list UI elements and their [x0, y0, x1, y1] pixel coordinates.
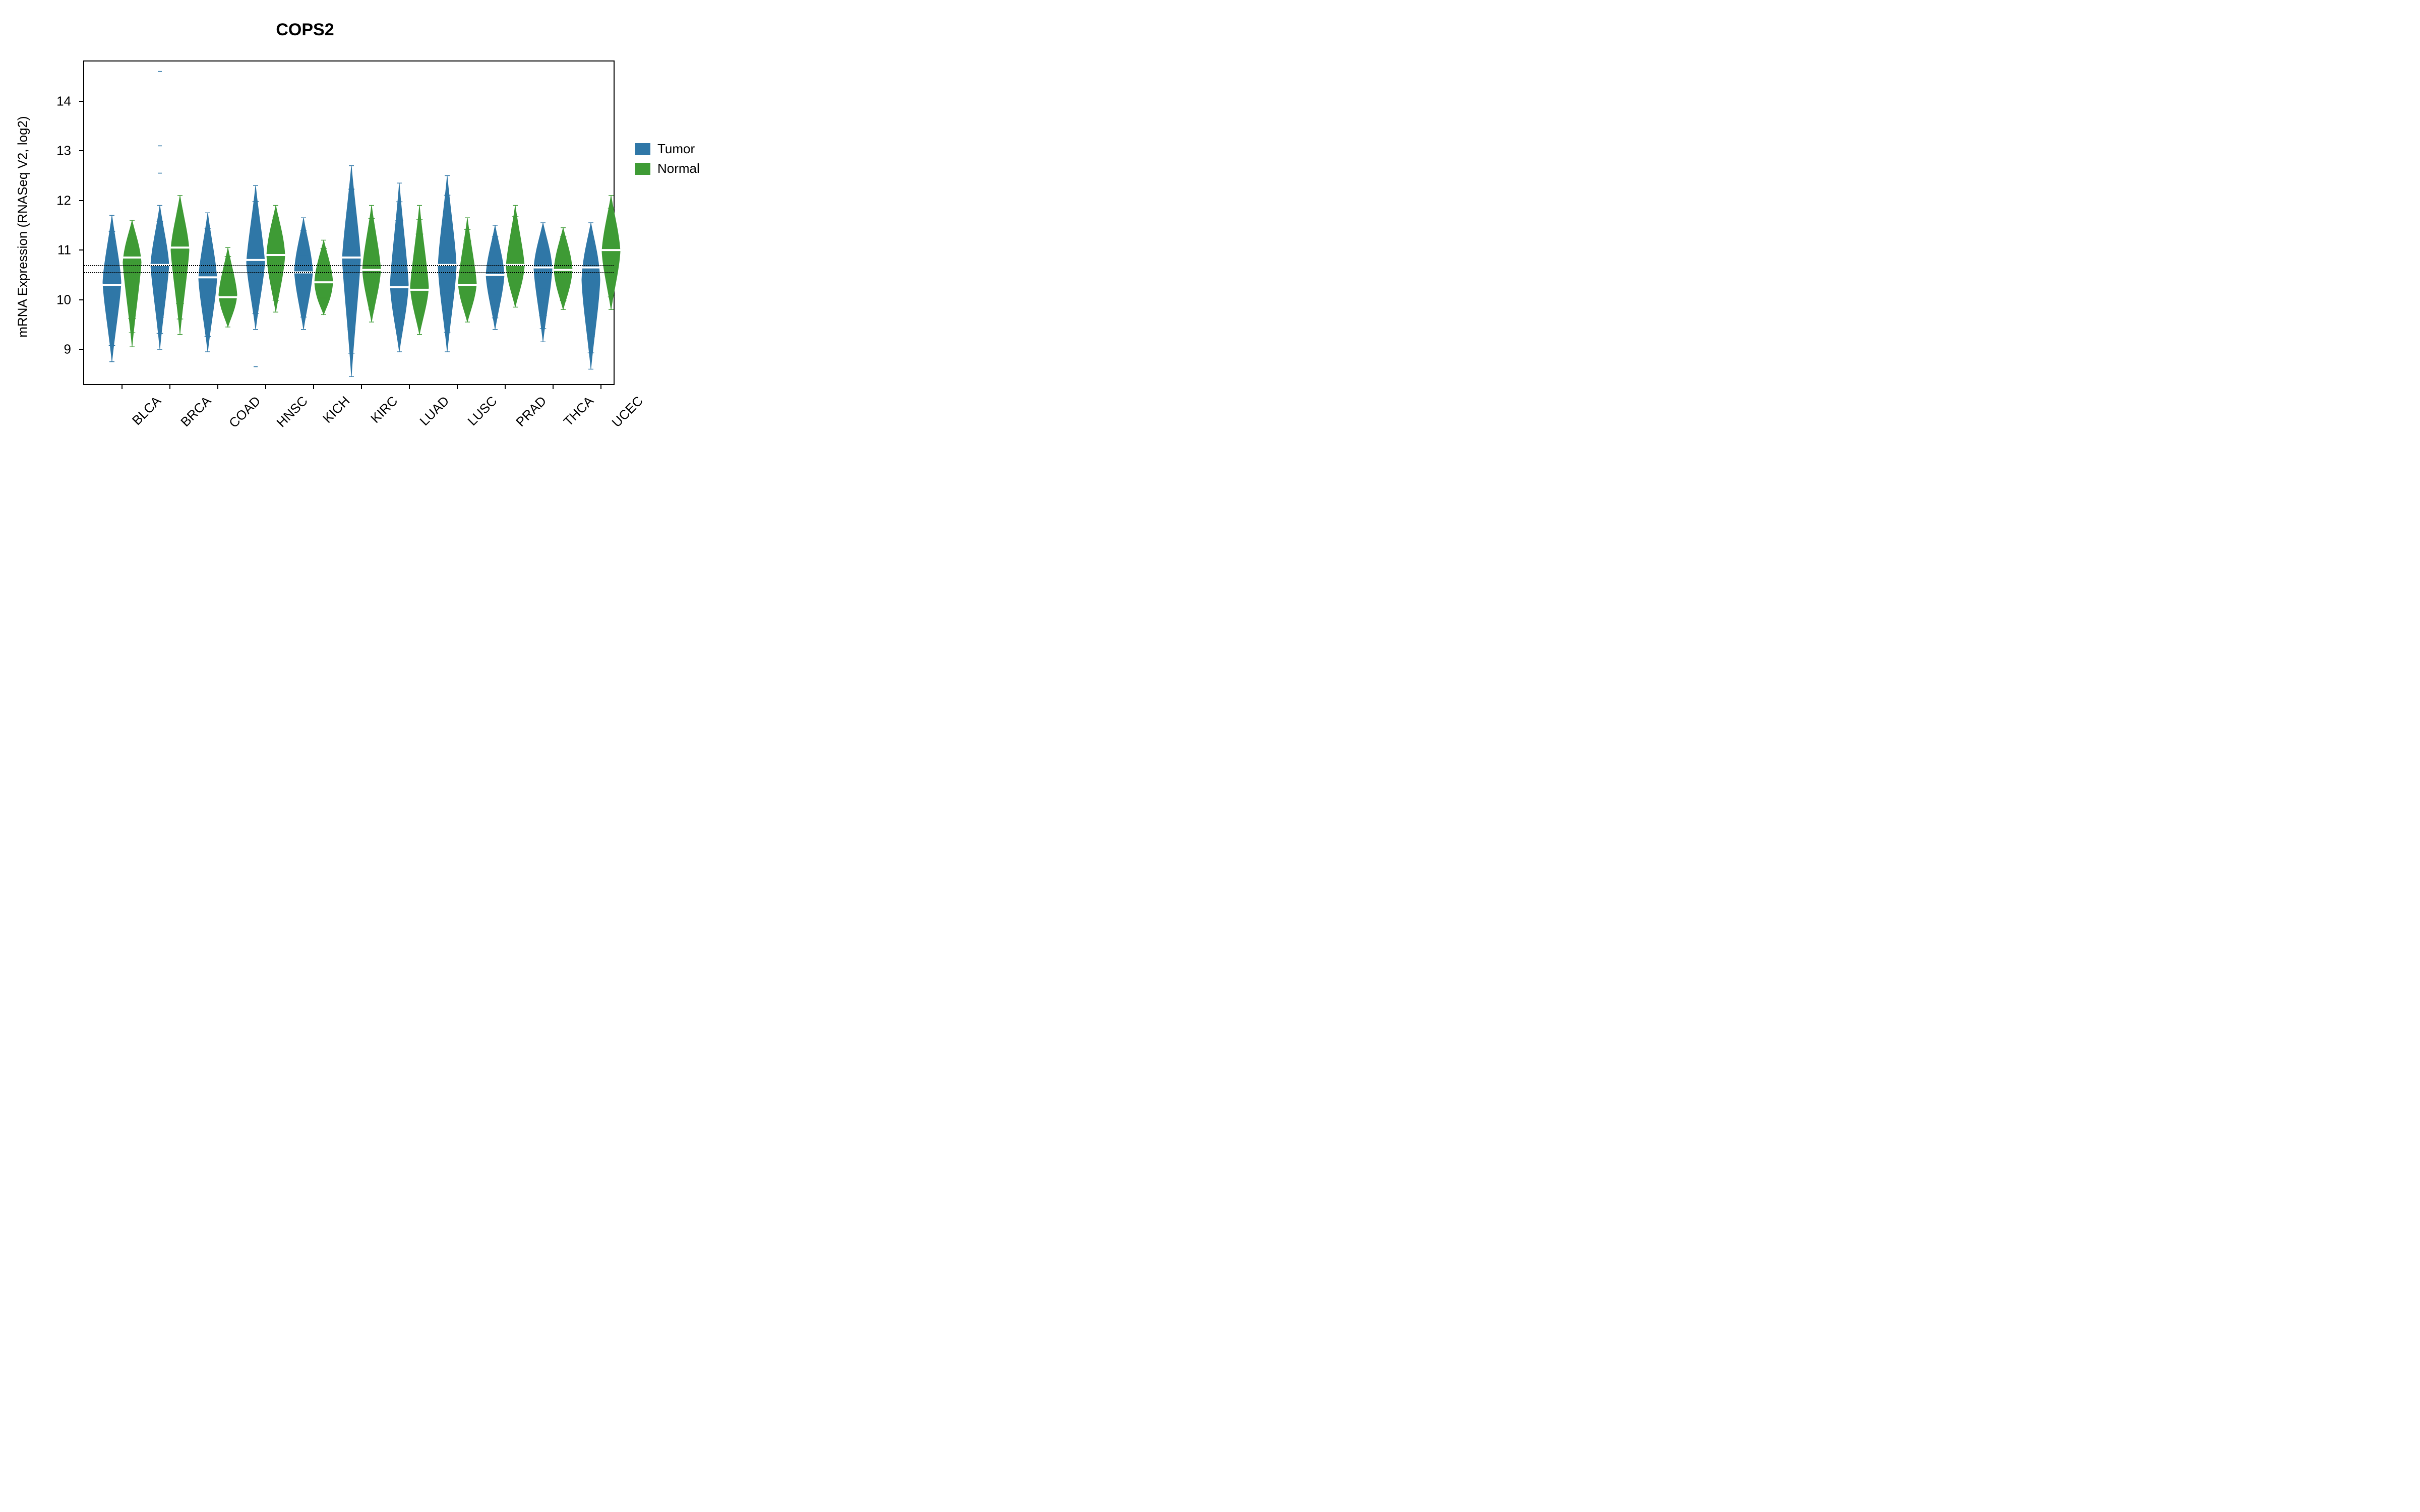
x-tick-label: THCA	[561, 393, 597, 429]
x-tick-label: KIRC	[368, 393, 401, 426]
reference-line	[84, 265, 614, 266]
y-tick-label: 9	[64, 342, 71, 357]
y-tick-label: 14	[56, 93, 71, 109]
y-tick-label: 10	[56, 292, 71, 307]
plot-area: 91011121314BLCABRCACOADHNSCKICHKIRCLUADL…	[83, 60, 615, 385]
legend-swatch-normal	[635, 163, 650, 175]
legend: Tumor Normal	[635, 141, 700, 180]
y-tick-label: 12	[56, 193, 71, 208]
y-tick	[79, 101, 84, 102]
y-tick	[79, 349, 84, 350]
x-tick	[122, 384, 123, 389]
x-tick	[361, 384, 362, 389]
x-tick	[169, 384, 170, 389]
x-tick-label: BLCA	[129, 393, 164, 428]
x-tick-label: LUAD	[416, 393, 452, 429]
x-tick	[313, 384, 314, 389]
x-tick	[600, 384, 601, 389]
reference-line	[84, 272, 614, 273]
legend-swatch-tumor	[635, 143, 650, 155]
x-tick	[265, 384, 266, 389]
y-tick	[79, 200, 84, 201]
x-tick	[217, 384, 218, 389]
chart-title: COPS2	[0, 20, 610, 40]
y-axis-label: mRNA Expression (RNASeq V2, log2)	[15, 116, 31, 337]
y-tick	[79, 299, 84, 300]
chart-container: COPS2 mRNA Expression (RNASeq V2, log2) …	[0, 0, 756, 479]
x-tick-label: UCEC	[609, 393, 646, 430]
violins-svg	[84, 61, 614, 384]
x-tick-label: PRAD	[513, 393, 550, 430]
y-tick	[79, 249, 84, 250]
legend-label-tumor: Tumor	[657, 141, 695, 157]
y-tick-label: 13	[56, 143, 71, 159]
x-tick	[409, 384, 410, 389]
x-tick	[457, 384, 458, 389]
x-tick	[553, 384, 554, 389]
legend-item-normal: Normal	[635, 161, 700, 176]
x-tick-label: KICH	[320, 393, 353, 426]
x-tick-label: BRCA	[177, 393, 214, 430]
legend-label-normal: Normal	[657, 161, 700, 176]
legend-item-tumor: Tumor	[635, 141, 700, 157]
y-tick	[79, 150, 84, 151]
y-tick-label: 11	[57, 242, 71, 258]
x-tick-label: HNSC	[274, 393, 311, 430]
x-tick	[505, 384, 506, 389]
x-tick-label: LUSC	[464, 393, 500, 429]
x-tick-label: COAD	[226, 393, 264, 431]
